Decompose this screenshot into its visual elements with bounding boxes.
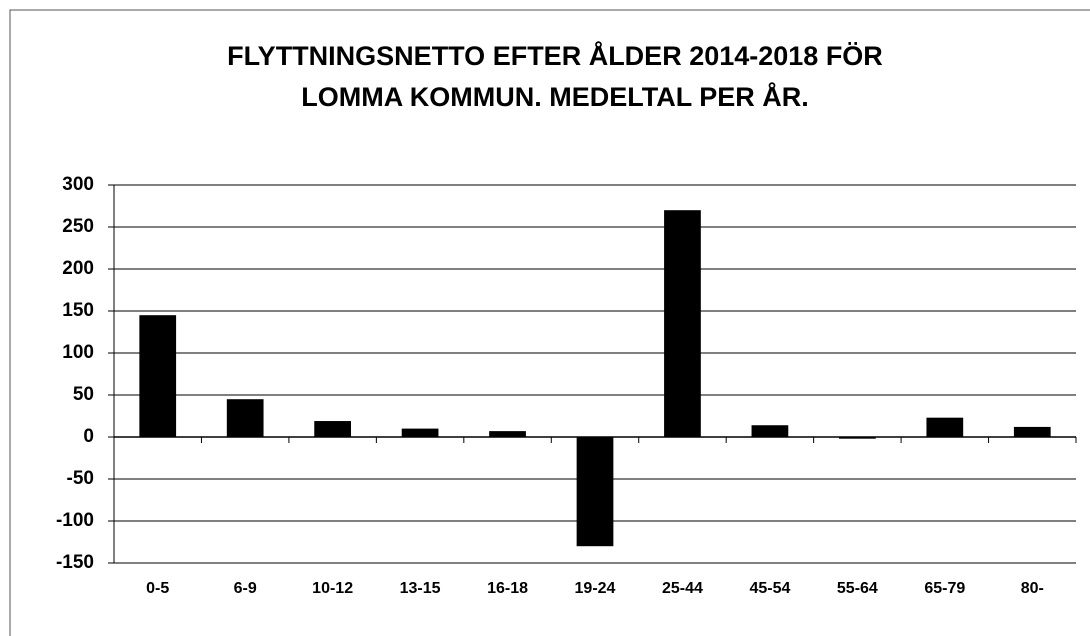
x-tick-label: 6-9 — [234, 580, 257, 597]
bar — [664, 210, 701, 437]
y-tick-label: -50 — [67, 468, 94, 489]
bar — [401, 428, 439, 437]
bar — [751, 425, 789, 437]
bar — [489, 431, 526, 437]
y-tick-label: 200 — [62, 258, 94, 279]
x-tick-label: 45-54 — [749, 580, 790, 597]
x-tick-label: 25-44 — [662, 580, 703, 597]
bar — [314, 421, 352, 437]
bar — [139, 315, 177, 437]
y-tick-label: 150 — [62, 300, 94, 321]
y-tick-label: 100 — [62, 342, 94, 363]
bar — [576, 437, 614, 547]
x-tick-label: 10-12 — [312, 580, 353, 597]
x-tick-label: 0-5 — [146, 580, 169, 597]
x-tick-label: 80- — [1021, 580, 1044, 597]
chart-title: LOMMA KOMMUN. MEDELTAL PER ÅR. — [301, 81, 808, 112]
y-tick-label: -100 — [56, 510, 94, 531]
y-tick-label: 300 — [62, 174, 94, 195]
y-tick-label: 250 — [62, 216, 94, 237]
bar — [838, 437, 876, 439]
y-tick-label: 0 — [83, 426, 94, 447]
x-tick-label: 55-64 — [837, 580, 878, 597]
y-tick-label: -150 — [56, 552, 94, 573]
x-tick-label: 13-15 — [400, 580, 441, 597]
x-tick-label: 19-24 — [575, 580, 616, 597]
y-tick-label: 50 — [73, 384, 94, 405]
bar — [226, 399, 264, 437]
chart-title: FLYTTNINGSNETTO EFTER ÅLDER 2014-2018 FÖ… — [227, 40, 883, 71]
x-tick-label: 65-79 — [924, 580, 965, 597]
chart-border — [9, 9, 1090, 636]
bar — [926, 417, 964, 437]
bar — [1013, 426, 1051, 437]
x-tick-label: 16-18 — [487, 580, 528, 597]
